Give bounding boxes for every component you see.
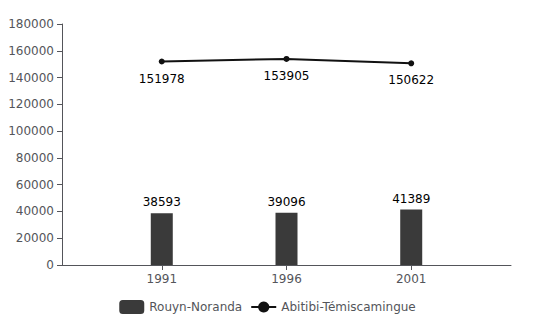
svg-text:Rouyn-Noranda: Rouyn-Noranda — [149, 300, 242, 314]
svg-text:40000: 40000 — [16, 204, 54, 218]
svg-text:151978: 151978 — [139, 72, 185, 86]
svg-text:60000: 60000 — [16, 178, 54, 192]
svg-text:Abitibi-Témiscamingue: Abitibi-Témiscamingue — [281, 300, 416, 314]
svg-text:180000: 180000 — [8, 17, 54, 31]
svg-text:153905: 153905 — [264, 69, 310, 83]
svg-text:120000: 120000 — [8, 97, 54, 111]
svg-text:1996: 1996 — [271, 272, 302, 286]
svg-text:0: 0 — [46, 258, 54, 272]
svg-text:39096: 39096 — [267, 195, 305, 209]
svg-text:150622: 150622 — [388, 73, 434, 87]
svg-text:1991: 1991 — [147, 272, 178, 286]
svg-text:20000: 20000 — [16, 231, 54, 245]
svg-text:80000: 80000 — [16, 151, 54, 165]
svg-text:100000: 100000 — [8, 124, 54, 138]
svg-text:41389: 41389 — [392, 192, 430, 206]
svg-text:140000: 140000 — [8, 71, 54, 85]
svg-text:2001: 2001 — [396, 272, 427, 286]
svg-text:160000: 160000 — [8, 44, 54, 58]
svg-text:38593: 38593 — [143, 195, 181, 209]
